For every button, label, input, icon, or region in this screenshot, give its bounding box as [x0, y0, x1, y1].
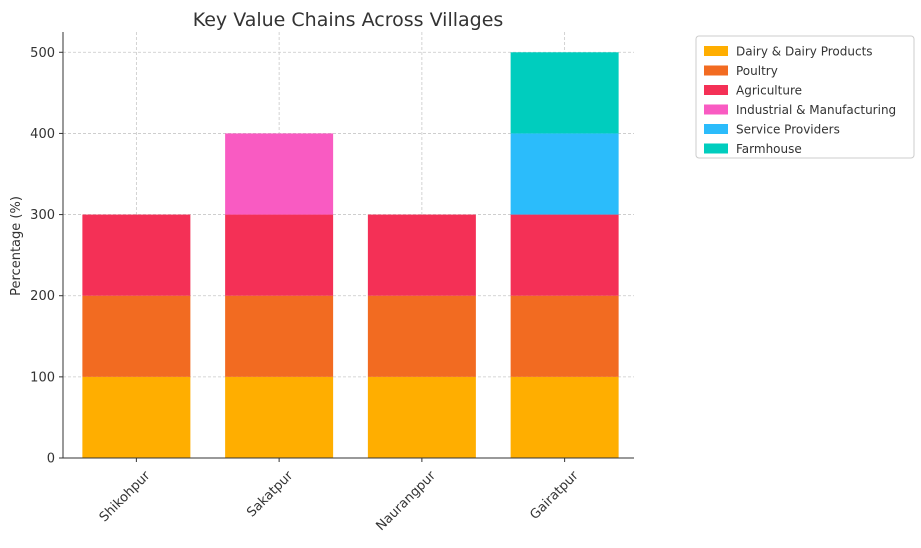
bar-segment: [82, 376, 191, 458]
legend: Dairy & Dairy Products Poultry Agriculture…: [695, 35, 915, 159]
bars: [82, 52, 619, 458]
chart-title: Key Value Chains Across Villages: [193, 9, 504, 31]
legend-swatch: [704, 46, 728, 56]
bar-segment: [510, 295, 619, 377]
bar-segment: [367, 295, 476, 377]
bar-segment: [225, 214, 334, 296]
y-tick-labels: 0 100 200 300 400 500: [30, 46, 55, 467]
x-tick-label: Sakatpur: [244, 468, 296, 520]
legend-box: [695, 35, 915, 159]
bar-segment: [225, 133, 334, 215]
bar-segment: [510, 376, 619, 458]
bar-segment: [510, 133, 619, 215]
axes: [59, 32, 634, 462]
legend-label: Agriculture: [736, 84, 802, 98]
y-tick-label: 100: [30, 370, 55, 385]
legend-swatch: [704, 124, 728, 134]
y-axis-label: Percentage (%): [9, 196, 24, 296]
y-tick-label: 400: [30, 127, 55, 142]
bar-segment: [225, 376, 334, 458]
y-tick-label: 0: [47, 452, 55, 467]
legend-label: Poultry: [736, 64, 778, 78]
bar-segment: [82, 295, 191, 377]
x-tick-label: Gairatpur: [527, 468, 582, 523]
bar-segment: [510, 52, 619, 134]
x-tick-labels: Shikohpur Sakatpur Naurangpur Gairatpur: [97, 468, 582, 534]
legend-label: Industrial & Manufacturing: [736, 103, 896, 117]
y-tick-label: 300: [30, 208, 55, 223]
bar-segment: [82, 214, 191, 296]
legend-swatch: [704, 65, 728, 76]
legend-label: Farmhouse: [736, 142, 802, 156]
y-tick-label: 200: [30, 289, 55, 304]
bar-segment: [225, 295, 334, 377]
x-tick-label: Shikohpur: [97, 468, 154, 525]
legend-label: Dairy & Dairy Products: [736, 45, 873, 59]
bar-segment: [367, 214, 476, 296]
bar-segment: [510, 214, 619, 296]
legend-swatch: [704, 143, 728, 154]
bar-segment: [367, 376, 476, 458]
legend-swatch: [704, 85, 728, 95]
legend-swatch: [704, 104, 728, 115]
y-tick-label: 500: [30, 46, 55, 61]
legend-label: Service Providers: [736, 123, 840, 137]
x-tick-label: Naurangpur: [373, 468, 439, 534]
